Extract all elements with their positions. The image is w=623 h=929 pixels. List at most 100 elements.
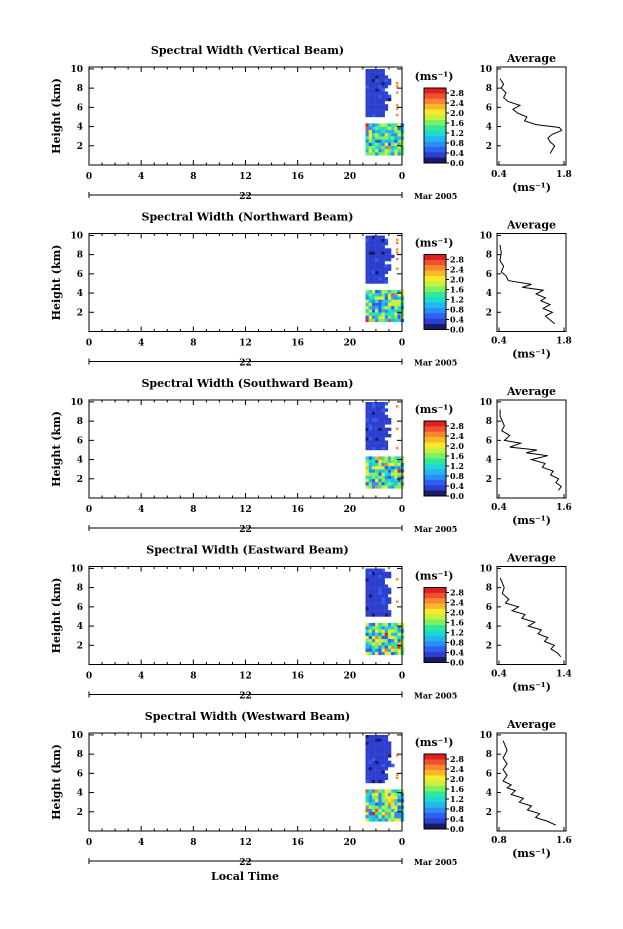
heatmap-cell <box>371 78 376 82</box>
heatmap-cell <box>378 795 382 800</box>
heatmap-cell <box>384 309 389 313</box>
heatmap-cell <box>381 85 385 89</box>
heatmap-cell <box>378 427 382 431</box>
heatmap-cell <box>371 741 376 745</box>
heatmap-cell <box>394 459 398 463</box>
heatmap-cell <box>371 597 376 601</box>
y-tick-label: 4 <box>77 456 83 466</box>
heatmap-cell <box>387 145 392 150</box>
heatmap-cell <box>365 805 369 809</box>
heatmap-cell <box>371 802 376 806</box>
heatmap-cell <box>375 75 379 79</box>
day-label: 22 <box>239 192 252 202</box>
heatmap-cell <box>381 424 385 428</box>
heatmap-cell <box>378 251 382 255</box>
heatmap-cell <box>391 485 395 489</box>
heatmap-cell <box>365 414 369 419</box>
heatmap-cell <box>381 318 385 323</box>
heatmap-cell <box>381 651 385 656</box>
heatmap-cell <box>375 629 379 633</box>
y-tick-label: 6 <box>77 436 83 446</box>
heatmap-cell <box>365 606 369 611</box>
heatmap-cell <box>368 293 373 297</box>
average-title: Average <box>506 52 556 65</box>
heatmap-cell <box>387 136 392 140</box>
heatmap-cell <box>387 267 392 271</box>
heatmap-cell <box>365 418 369 422</box>
heatmap-cell <box>378 149 382 153</box>
heatmap-cell <box>384 795 389 800</box>
heatmap-cell <box>384 123 389 127</box>
heatmap-cell <box>384 97 389 102</box>
average-profile-line <box>499 577 562 658</box>
colorbar-tick-label: 1.6 <box>450 451 464 461</box>
heatmap-cell <box>371 273 376 278</box>
heatmap-cell <box>365 270 369 275</box>
heatmap-cell <box>394 142 398 146</box>
heatmap-cell <box>371 638 376 643</box>
heatmap-cell <box>371 446 376 451</box>
colorbar-segment <box>424 807 446 814</box>
heatmap-cell <box>391 638 395 643</box>
heatmap-cell <box>375 309 379 313</box>
heatmap-cell <box>378 139 382 143</box>
avg-y-tick-label: 10 <box>479 231 492 241</box>
colorbar-frame <box>423 254 447 330</box>
heatmap-cell <box>394 475 398 479</box>
heatmap-cell <box>375 145 379 150</box>
heatmap-cell <box>397 456 401 460</box>
heatmap-cell <box>375 289 379 294</box>
heatmap-cell <box>391 318 395 323</box>
colorbar-unit: (ms⁻¹) <box>415 70 454 83</box>
heatmap-cell <box>365 818 369 822</box>
heatmap-cell <box>387 587 392 592</box>
colorbar-segment <box>424 474 446 481</box>
heatmap-cell <box>378 571 382 576</box>
colorbar-segment <box>424 130 446 137</box>
heatmap-cell <box>391 133 395 137</box>
heatmap-cell <box>387 600 392 604</box>
heatmap-cell <box>387 289 392 294</box>
heatmap-cell <box>375 261 379 265</box>
heatmap-cell <box>381 402 385 406</box>
heatmap-cell <box>387 149 392 153</box>
avg-x-tick-label: 1.8 <box>556 337 572 347</box>
colorbar-segment <box>424 324 446 330</box>
colorbar-tick-label: 0.8 <box>450 138 464 148</box>
colorbar-tick-label: 2.8 <box>450 88 464 98</box>
heatmap-cell <box>378 799 382 803</box>
x-tick-label: 4 <box>138 672 144 682</box>
heatmap-cell <box>394 648 398 652</box>
heatmap-cell <box>371 760 376 764</box>
heatmap-cell <box>371 72 376 76</box>
heatmap-cell <box>391 622 395 627</box>
heatmap-cell <box>387 805 392 809</box>
heatmap-cell <box>394 478 398 483</box>
heatmap-cell <box>387 811 392 816</box>
heatmap-cell <box>384 421 389 425</box>
heatmap-cell <box>381 152 385 156</box>
average-frame <box>496 732 567 832</box>
heatmap-cell <box>375 735 379 739</box>
heatmap-cell <box>378 113 382 118</box>
heatmap-cell <box>375 78 379 82</box>
heatmap-cell <box>384 280 389 284</box>
colorbar-segment <box>424 136 446 142</box>
heatmap-cell <box>397 318 401 323</box>
colorbar-tick-label: 0.4 <box>450 648 464 658</box>
heatmap-cell <box>368 421 373 425</box>
heatmap-cell <box>381 434 385 438</box>
colorbar-segment <box>424 254 446 261</box>
average-profile-line <box>499 244 556 325</box>
heatmap-cell <box>391 626 395 630</box>
average-frame <box>496 566 567 665</box>
heatmap-cell <box>365 741 369 745</box>
heatmap-cell <box>378 456 382 460</box>
colorbar: (ms⁻¹) 2.82.42.01.61.20.80.40.0 <box>415 736 465 834</box>
heatmap-cell <box>371 142 376 146</box>
heatmap-cell <box>397 142 401 146</box>
heatmap-cell <box>397 296 401 300</box>
heatmap-cell <box>381 69 385 73</box>
heatmap-cell <box>365 136 369 140</box>
heatmap-cell <box>365 104 369 108</box>
